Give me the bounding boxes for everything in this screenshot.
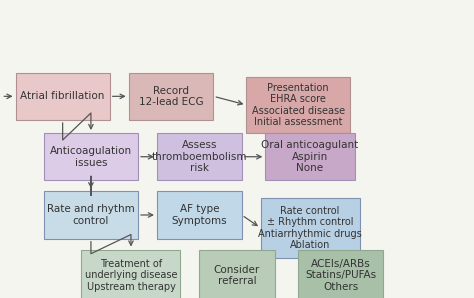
Text: Rate and rhythm
control: Rate and rhythm control [47,204,135,226]
FancyBboxPatch shape [261,198,359,258]
FancyBboxPatch shape [265,133,355,181]
Text: Assess
thromboembolism
risk: Assess thromboembolism risk [152,140,247,173]
Text: Anticoagulation
issues: Anticoagulation issues [50,146,132,167]
Text: Oral anticoagulant
Aspirin
None: Oral anticoagulant Aspirin None [262,140,359,173]
Text: Record
12-lead ECG: Record 12-lead ECG [139,86,203,107]
Text: Rate control
± Rhythm control
Antiarrhythmic drugs
Ablation: Rate control ± Rhythm control Antiarrhyt… [258,206,362,250]
FancyBboxPatch shape [128,73,213,120]
Text: Atrial fibrillation: Atrial fibrillation [20,91,105,101]
FancyBboxPatch shape [82,249,181,298]
FancyBboxPatch shape [157,133,242,181]
Text: Treatment of
underlying disease
Upstream therapy: Treatment of underlying disease Upstream… [85,259,177,292]
Text: AF type
Symptoms: AF type Symptoms [172,204,227,226]
FancyBboxPatch shape [44,133,138,181]
FancyBboxPatch shape [199,249,275,298]
Text: ACEIs/ARBs
Statins/PUFAs
Others: ACEIs/ARBs Statins/PUFAs Others [305,259,376,292]
FancyBboxPatch shape [298,249,383,298]
FancyBboxPatch shape [157,191,242,239]
FancyBboxPatch shape [16,73,110,120]
Text: Consider
referral: Consider referral [214,265,260,286]
FancyBboxPatch shape [246,77,350,133]
Text: Presentation
EHRA score
Associated disease
Initial assessment: Presentation EHRA score Associated disea… [252,83,345,127]
FancyBboxPatch shape [44,191,138,239]
